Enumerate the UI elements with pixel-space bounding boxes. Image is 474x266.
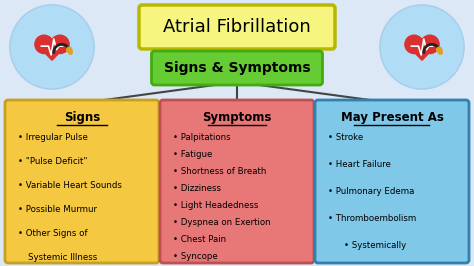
Circle shape [380, 5, 464, 89]
Circle shape [405, 35, 423, 53]
Text: • Possible Murmur: • Possible Murmur [18, 205, 97, 214]
Text: Signs & Symptoms: Signs & Symptoms [164, 61, 310, 75]
Text: • Irregular Pulse: • Irregular Pulse [18, 133, 88, 142]
FancyBboxPatch shape [139, 5, 335, 49]
Text: May Present As: May Present As [340, 110, 444, 123]
Text: • Syncope: • Syncope [173, 252, 218, 261]
Polygon shape [406, 44, 438, 60]
FancyBboxPatch shape [5, 100, 159, 263]
Text: • Light Headedness: • Light Headedness [173, 201, 258, 210]
Text: • Heart Failure: • Heart Failure [328, 160, 391, 169]
Text: • Shortness of Breath: • Shortness of Breath [173, 167, 266, 176]
FancyBboxPatch shape [160, 100, 314, 263]
Text: • Palpitations: • Palpitations [173, 133, 231, 142]
Text: • Systemically: • Systemically [344, 241, 406, 250]
Circle shape [67, 47, 72, 52]
Text: • Variable Heart Sounds: • Variable Heart Sounds [18, 181, 122, 190]
Circle shape [421, 35, 439, 53]
Polygon shape [36, 44, 68, 60]
Text: Systemic Illness: Systemic Illness [28, 253, 97, 262]
Circle shape [10, 5, 94, 89]
Text: • Thromboembolism: • Thromboembolism [328, 214, 416, 223]
Text: • Pulmonary Edema: • Pulmonary Edema [328, 187, 414, 196]
Text: Signs: Signs [64, 110, 100, 123]
FancyBboxPatch shape [315, 100, 469, 263]
Text: Symptoms: Symptoms [202, 110, 272, 123]
FancyBboxPatch shape [152, 51, 322, 85]
Text: Atrial Fibrillation: Atrial Fibrillation [163, 18, 311, 36]
Text: • Dyspnea on Exertion: • Dyspnea on Exertion [173, 218, 271, 227]
Text: • Fatigue: • Fatigue [173, 150, 212, 159]
Circle shape [35, 35, 53, 53]
Circle shape [437, 47, 442, 52]
Text: • Dizziness: • Dizziness [173, 184, 221, 193]
Text: • Other Signs of: • Other Signs of [18, 229, 88, 238]
Text: • "Pulse Deficit": • "Pulse Deficit" [18, 157, 88, 166]
Text: • Stroke: • Stroke [328, 133, 363, 142]
Text: • Chest Pain: • Chest Pain [173, 235, 226, 244]
Circle shape [51, 35, 69, 53]
